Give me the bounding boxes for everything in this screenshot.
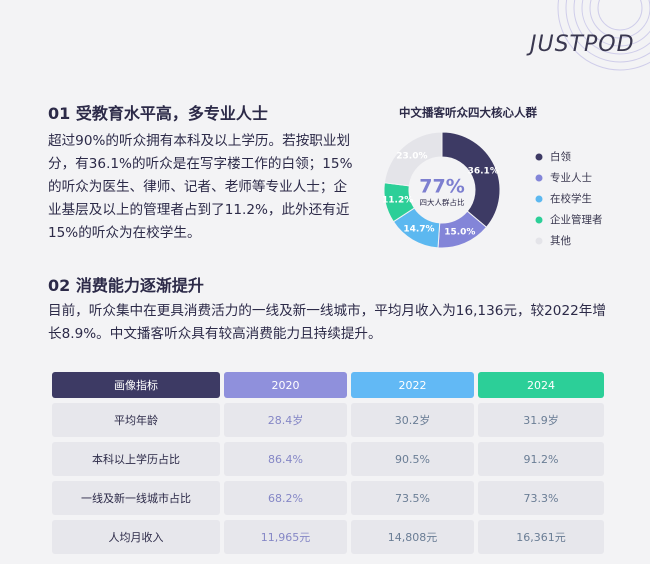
table-cell: 31.9岁	[478, 403, 604, 437]
legend-label: 白领	[550, 150, 571, 163]
data-label: 14.7%	[403, 225, 434, 235]
table-cell: 73.3%	[478, 481, 604, 515]
legend-label: 企业管理者	[550, 213, 603, 226]
table-cell: 一线及新一线城市占比	[52, 481, 220, 515]
center-label: 77%	[419, 176, 464, 198]
table-header: 画像指标	[52, 372, 220, 398]
data-label: 36.1%	[468, 166, 499, 176]
table-cell: 16,361元	[478, 520, 604, 554]
table-cell: 平均年龄	[52, 403, 220, 437]
legend-label: 其他	[550, 234, 571, 247]
legend-marker	[535, 195, 543, 203]
table-cell: 86.4%	[224, 442, 347, 476]
legend-label: 在校学生	[550, 192, 592, 205]
table-cell: 73.5%	[351, 481, 474, 515]
table-cell: 28.4岁	[224, 403, 347, 437]
section-title: 01 受教育水平高，多专业人士	[48, 104, 268, 123]
data-label: 23.0%	[396, 151, 427, 161]
donut-segment	[441, 131, 501, 228]
legend-marker	[535, 153, 543, 161]
data-label: 11.2%	[382, 196, 413, 206]
table-cell: 30.2岁	[351, 403, 474, 437]
table-cell: 人均月收入	[52, 520, 220, 554]
table-cell: 91.2%	[478, 442, 604, 476]
legend-marker	[535, 216, 543, 224]
table-header: 2020	[224, 372, 347, 398]
data-label: 15.0%	[444, 227, 475, 237]
paragraph: 目前，听众集中在更具消费活力的一线及新一线城市，平均月收入为16,136元，较2…	[48, 303, 606, 342]
table-cell: 14,808元	[351, 520, 474, 554]
table-header: 2024	[478, 372, 604, 398]
paragraph: 超过90%的听众拥有本科及以上学历。若按职业划分，有36.1%的听众是在写字楼工…	[48, 133, 353, 241]
table-cell: 本科以上学历占比	[52, 442, 220, 476]
section-title: 02 消费能力逐渐提升	[48, 276, 204, 295]
table-cell: 90.5%	[351, 442, 474, 476]
logo: JUSTPOD	[530, 32, 635, 57]
donut-segment	[383, 131, 443, 187]
donut-chart: 中文播客听众四大核心人群 36.1% 15.0% 14.7% 11.2% 23.0% 77…	[382, 106, 603, 249]
table-cell: 11,965元	[224, 520, 347, 554]
chart-title: 中文播客听众四大核心人群	[399, 106, 537, 120]
legend-marker	[535, 174, 543, 182]
table-header: 2022	[351, 372, 474, 398]
center-sublabel: 四大人群占比	[420, 197, 465, 207]
legend-marker	[535, 237, 543, 245]
table-cell: 68.2%	[224, 481, 347, 515]
legend-label: 专业人士	[550, 171, 592, 184]
